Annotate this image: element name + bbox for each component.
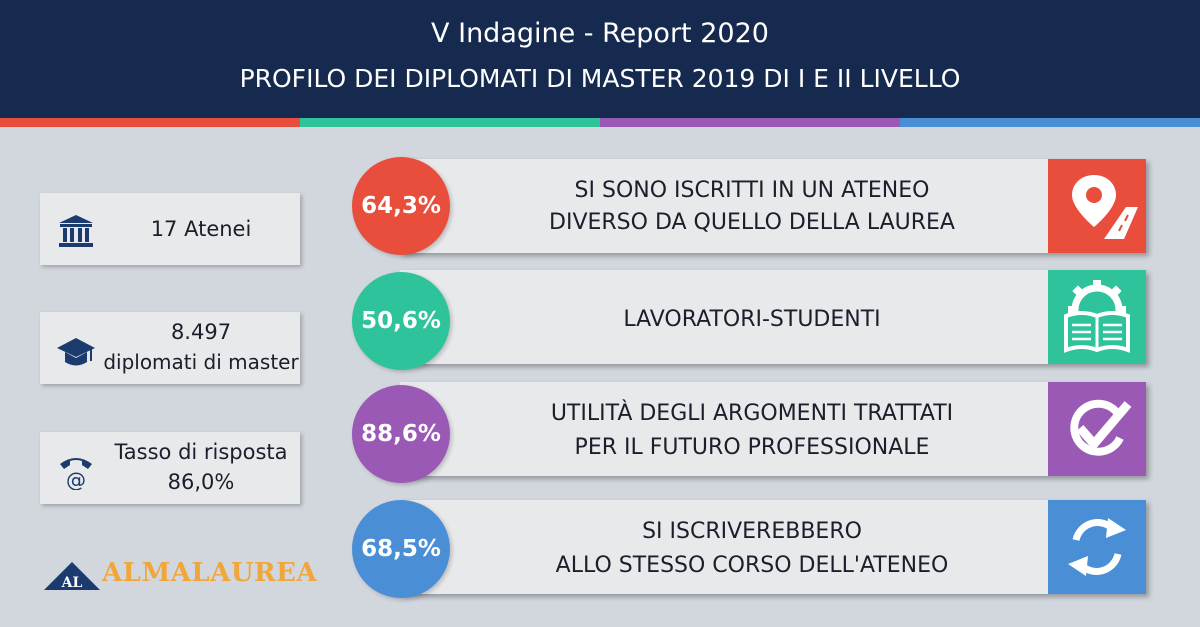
stat-atenei: 17 Atenei (40, 193, 300, 265)
almalaurea-name: ALMALAUREA (102, 558, 318, 588)
checkmark-circle-icon (1070, 399, 1132, 456)
row-3-percent-circle: 88,6% (352, 385, 450, 483)
gear-book-icon (1064, 280, 1130, 353)
row-si-iscriverebbero: SI ISCRIVEREBBERO ALLO STESSO CORSO DELL… (400, 500, 1146, 594)
stripe-red (0, 118, 300, 127)
row-4-percent-circle: 68,5% (352, 500, 450, 598)
row-lavoratori-studenti: LAVORATORI-STUDENTI (400, 270, 1146, 364)
row-3-line-1: UTILITÀ DEGLI ARGOMENTI TRATTATI (550, 401, 954, 426)
stat-diplomati-number: 8.497 (170, 320, 232, 344)
stat-atenei-text: 17 Atenei (150, 217, 252, 241)
svg-text:@: @ (66, 468, 86, 490)
stat-diplomati: 8.497 diplomati di master (40, 312, 300, 384)
row-4-line-2: ALLO STESSO CORSO DELL'ATENEO (555, 553, 949, 578)
row-iscritti-altro-ateneo: SI SONO ISCRITTI IN UN ATENEO DIVERSO DA… (400, 159, 1146, 253)
stripe-purple (600, 118, 900, 127)
svg-text:AL: AL (61, 575, 83, 591)
map-pin-road-icon (1072, 175, 1138, 239)
phone-at-icon: @ (60, 458, 92, 490)
row-4-icon-box (1048, 500, 1146, 594)
row-3-line-2: PER IL FUTURO PROFESSIONALE (574, 435, 930, 460)
row-3-icon-box (1048, 382, 1146, 476)
header-banner: V Indagine - Report 2020 PROFILO DEI DIP… (0, 0, 1200, 118)
row-utilita-argomenti: UTILITÀ DEGLI ARGOMENTI TRATTATI PER IL … (400, 382, 1146, 476)
row-2-percent-circle: 50,6% (352, 272, 450, 370)
stat-tasso-value: 86,0% (167, 470, 235, 494)
stripe-blue (900, 118, 1200, 127)
row-1-line-1: SI SONO ISCRITTI IN UN ATENEO (574, 178, 930, 203)
almalaurea-logo: AL ALMALAUREA (40, 556, 317, 596)
almalaurea-mark-icon: AL (44, 562, 100, 591)
stripe-green (300, 118, 600, 127)
stat-diplomati-label: diplomati di master (103, 350, 299, 374)
refresh-arrows-icon (1068, 518, 1126, 576)
row-2-line-1: LAVORATORI-STUDENTI (623, 307, 881, 332)
row-1-line-2: DIVERSO DA QUELLO DELLA LAUREA (549, 210, 955, 235)
report-title: V Indagine - Report 2020 (431, 18, 769, 49)
row-1-icon-box (1048, 159, 1146, 253)
university-icon (59, 215, 93, 247)
report-subtitle: PROFILO DEI DIPLOMATI DI MASTER 2019 DI … (239, 64, 961, 93)
row-2-icon-box (1048, 270, 1146, 364)
row-1-percent-circle: 64,3% (352, 157, 450, 255)
stat-tasso: @ Tasso di risposta 86,0% (40, 432, 300, 504)
row-4-line-1: SI ISCRIVEREBBERO (642, 519, 862, 544)
graduation-cap-icon (57, 338, 95, 366)
stat-tasso-label: Tasso di risposta (114, 440, 288, 464)
